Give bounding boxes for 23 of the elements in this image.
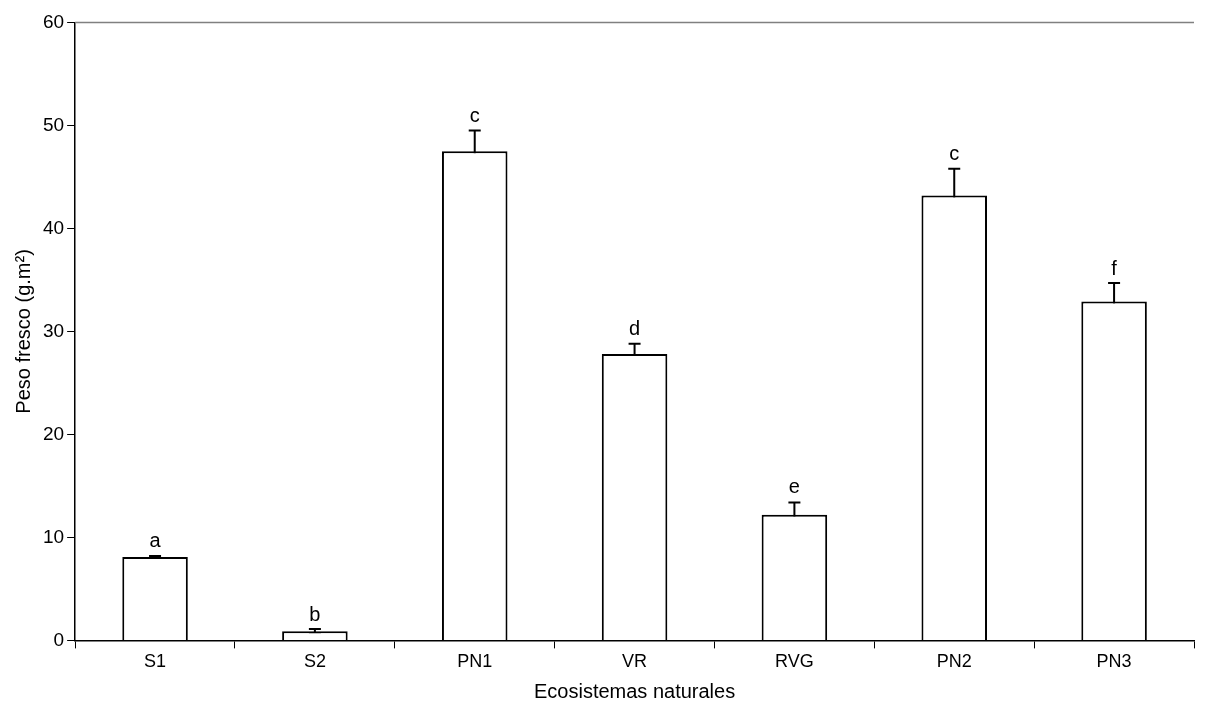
x-tick-label: S2 bbox=[303, 651, 326, 672]
y-tick-label: 0 bbox=[53, 628, 65, 650]
y-tick-label: 50 bbox=[42, 113, 65, 135]
x-tick-label: PN3 bbox=[1096, 651, 1132, 672]
x-tick-label: PN1 bbox=[457, 651, 493, 672]
annotation: a bbox=[149, 529, 162, 552]
x-tick-label: PN2 bbox=[936, 651, 972, 672]
x-tick-label: RVG bbox=[775, 651, 814, 672]
annotation: d bbox=[629, 317, 641, 340]
x-tick-label: S1 bbox=[144, 651, 167, 672]
y-tick-label: 40 bbox=[42, 216, 65, 238]
annotation: f bbox=[1111, 256, 1118, 279]
x-tick-label: VR bbox=[622, 651, 648, 672]
annotation: e bbox=[788, 475, 800, 498]
annotation: c bbox=[469, 104, 480, 127]
annotation: b bbox=[309, 603, 321, 626]
y-tick-label: 30 bbox=[42, 319, 65, 341]
y-axis-title: Peso fresco (g.m²) bbox=[11, 249, 34, 414]
x-axis-title: Ecosistemas naturales bbox=[533, 679, 736, 702]
annotation: c bbox=[949, 142, 960, 165]
y-tick-label: 10 bbox=[42, 525, 65, 547]
y-tick-label: 60 bbox=[42, 10, 65, 32]
y-tick-label: 20 bbox=[42, 422, 65, 444]
